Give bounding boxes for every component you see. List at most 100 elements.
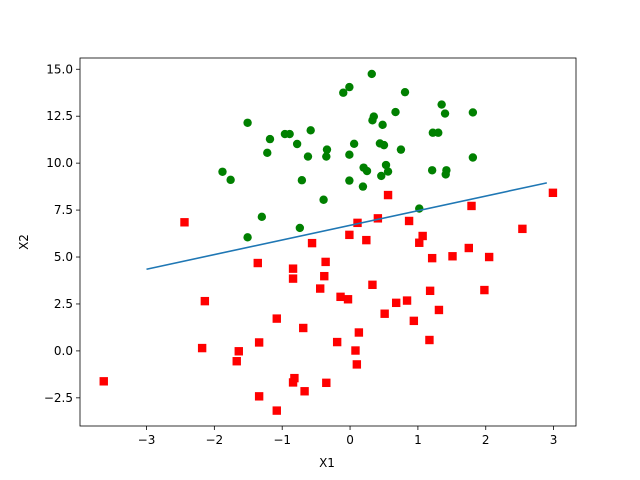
data-point-green-30 (381, 160, 391, 170)
data-point-red-19 (320, 271, 329, 281)
x-tick-label-3: 0 (346, 433, 354, 447)
data-point-red-48 (480, 285, 489, 295)
data-point-red-3 (197, 343, 207, 353)
data-point-green-22 (369, 112, 379, 121)
axes-border (79, 57, 577, 427)
data-point-green-34 (377, 171, 386, 181)
data-point-red-21 (322, 378, 331, 388)
y-tick-label-5: 10.0 (46, 156, 73, 170)
data-point-red-7 (254, 338, 264, 347)
data-point-red-43 (427, 253, 437, 263)
data-point-red-12 (288, 274, 298, 283)
data-point-green-15 (295, 223, 305, 233)
x-tick-label-1: −2 (205, 433, 223, 447)
data-point-green-6 (263, 148, 272, 158)
data-point-red-2 (200, 296, 210, 306)
data-point-green-9 (303, 152, 313, 161)
plot-area (99, 69, 558, 415)
data-point-red-22 (332, 337, 342, 347)
y-tick-label-6: 12.5 (46, 109, 73, 123)
data-point-red-46 (464, 243, 473, 253)
data-point-green-7 (322, 145, 332, 154)
data-point-green-12 (297, 176, 307, 185)
data-point-red-37 (404, 216, 414, 226)
data-point-green-5 (292, 139, 302, 149)
x-tick-label-0: −3 (138, 433, 156, 447)
data-point-red-24 (343, 295, 353, 304)
y-tick-label-3: 5.0 (54, 250, 73, 264)
x-tick-label-6: 3 (550, 433, 558, 447)
data-point-red-23 (336, 292, 345, 302)
data-point-red-40 (418, 231, 427, 241)
data-point-green-8 (322, 152, 331, 161)
data-point-green-38 (437, 100, 446, 109)
data-point-red-44 (434, 305, 444, 315)
data-point-green-29 (345, 150, 354, 159)
data-point-green-36 (345, 176, 354, 185)
data-point-green-17 (339, 88, 348, 97)
data-point-green-16 (243, 233, 252, 242)
data-point-red-18 (315, 284, 325, 293)
data-point-red-50 (518, 224, 527, 234)
data-point-red-41 (425, 335, 434, 345)
decision-boundary-line (146, 182, 547, 271)
data-point-green-39 (440, 109, 450, 118)
x-tick-label-2: −1 (273, 433, 291, 447)
x-tick-label-5: 2 (482, 433, 490, 447)
data-point-red-13 (290, 373, 299, 383)
data-point-green-10 (218, 167, 227, 176)
data-point-red-47 (467, 201, 476, 211)
data-point-red-6 (253, 258, 262, 268)
y-tick-label-2: 2.5 (54, 297, 73, 311)
data-point-green-23 (391, 107, 400, 117)
data-point-red-30 (362, 235, 371, 245)
data-point-green-45 (442, 166, 451, 175)
data-point-green-19 (367, 69, 376, 79)
data-point-green-28 (396, 145, 406, 154)
data-point-red-10 (272, 406, 281, 415)
data-point-red-36 (402, 296, 412, 305)
data-point-red-26 (351, 346, 360, 355)
data-point-red-51 (548, 188, 558, 198)
x-tick-label-4: 1 (414, 433, 422, 447)
y-tick-label-7: 15.0 (46, 62, 73, 76)
data-point-green-24 (378, 120, 387, 130)
data-point-red-28 (353, 218, 362, 228)
data-point-green-20 (400, 87, 410, 97)
data-point-green-32 (359, 163, 368, 172)
data-point-green-14 (257, 212, 267, 222)
data-point-red-27 (352, 360, 362, 369)
data-point-red-25 (345, 230, 354, 240)
data-point-red-29 (354, 328, 364, 337)
data-point-red-32 (373, 214, 383, 223)
data-point-red-8 (254, 392, 264, 401)
data-point-red-31 (368, 280, 377, 290)
data-point-green-4 (265, 134, 275, 144)
y-axis-label: X2 (17, 234, 31, 250)
data-point-green-35 (358, 182, 368, 191)
data-point-red-17 (307, 238, 317, 248)
data-point-red-20 (321, 257, 330, 267)
data-point-green-11 (226, 175, 235, 185)
data-point-red-45 (448, 252, 457, 261)
data-point-red-4 (234, 347, 243, 356)
data-point-red-9 (272, 314, 281, 323)
data-point-red-11 (288, 264, 298, 273)
data-point-green-40 (468, 108, 478, 117)
y-tick-label-4: 7.5 (54, 203, 73, 217)
data-point-red-15 (299, 323, 308, 333)
y-tick-label-0: −2.5 (44, 391, 73, 405)
data-point-green-42 (434, 128, 443, 137)
data-point-red-1 (180, 218, 189, 227)
data-point-red-33 (380, 309, 389, 318)
x-axis-ticks: −3 −2 −1 0 1 2 3 (138, 426, 558, 447)
data-point-red-35 (391, 298, 401, 308)
data-point-green-0 (243, 118, 252, 127)
data-point-green-3 (306, 126, 315, 135)
data-point-red-38 (409, 316, 419, 326)
data-point-green-26 (379, 140, 389, 150)
data-point-red-5 (232, 357, 241, 366)
data-point-red-39 (415, 238, 424, 247)
